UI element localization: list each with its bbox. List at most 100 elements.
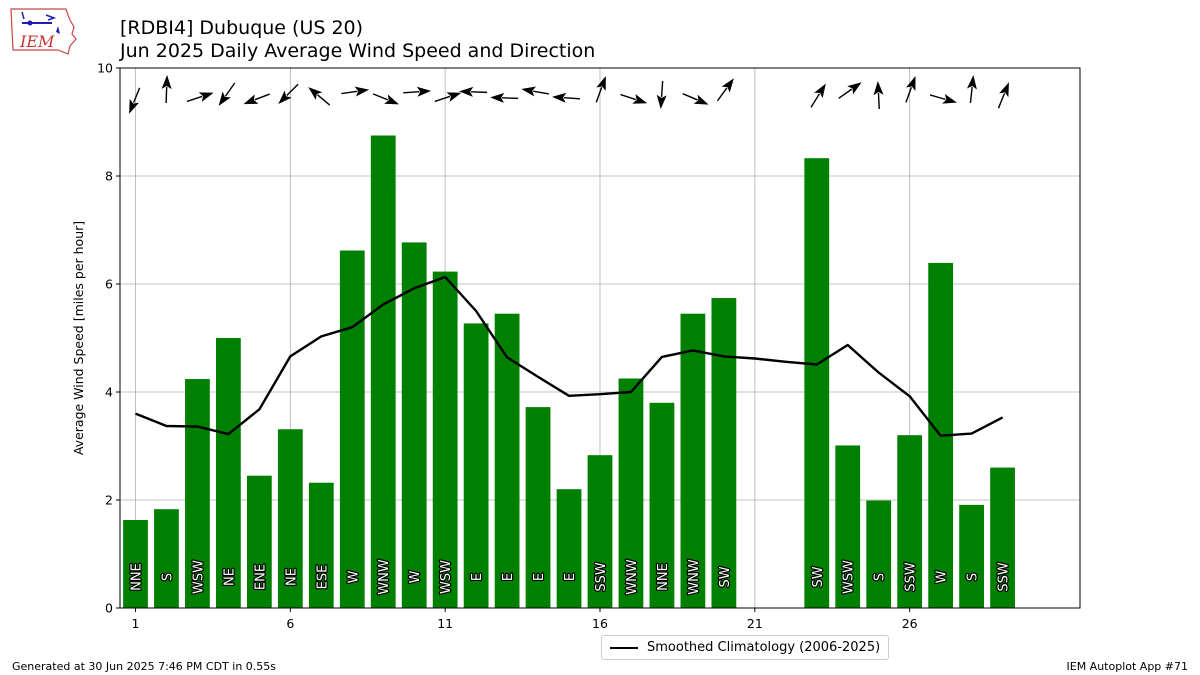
wind-arrow xyxy=(682,93,709,105)
wind-arrow-shaft xyxy=(165,86,168,104)
wind-arrow xyxy=(521,86,550,97)
x-tick-label: 21 xyxy=(747,616,763,631)
bar xyxy=(835,445,861,608)
x-tick-label: 6 xyxy=(286,616,294,631)
wind-arrow-head xyxy=(873,81,884,96)
wind-arrow-head xyxy=(847,82,862,95)
bar xyxy=(154,509,179,608)
wind-arrow-shaft xyxy=(254,93,270,101)
wind-arrow-shaft xyxy=(132,87,141,103)
bar xyxy=(556,489,582,608)
wind-arrow xyxy=(341,86,370,97)
wind-arrow-shaft xyxy=(620,93,636,101)
direction-label: SSW xyxy=(594,562,609,592)
wind-arrow xyxy=(595,76,606,103)
direction-label: NNE xyxy=(656,563,671,591)
chart-title: [RDBI4] Dubuque (US 20) xyxy=(120,17,364,39)
wind-arrow xyxy=(873,81,884,110)
bar xyxy=(401,242,427,609)
wind-arrow-shaft xyxy=(224,82,236,97)
bar xyxy=(897,435,923,608)
wind-arrow-head xyxy=(721,78,734,93)
wind-arrow-head xyxy=(999,82,1009,98)
wind-arrow-head xyxy=(416,86,432,97)
direction-label: NE xyxy=(222,568,237,586)
direction-label: WSW xyxy=(191,560,206,594)
wind-arrow-shaft xyxy=(929,94,946,101)
direction-label: E xyxy=(470,573,485,581)
direction-label: SW xyxy=(811,566,826,587)
bar xyxy=(216,338,241,608)
bar xyxy=(339,250,365,608)
wind-arrow-head xyxy=(693,94,709,105)
wind-direction-arrows xyxy=(129,75,1009,114)
bar xyxy=(123,519,148,608)
bar xyxy=(308,482,334,608)
wind-arrow-shaft xyxy=(969,86,973,104)
bar xyxy=(680,313,706,608)
wind-arrow xyxy=(403,86,432,97)
wind-arrow-head xyxy=(596,76,606,91)
wind-arrow xyxy=(434,92,462,103)
bar xyxy=(370,135,396,608)
direction-label: WNW xyxy=(625,559,640,595)
direction-label: S xyxy=(966,573,981,581)
wind-arrow-head xyxy=(129,98,140,114)
bar xyxy=(525,407,551,608)
direction-label: E xyxy=(563,573,578,581)
wind-arrow-shaft xyxy=(533,90,550,95)
direction-label: WSW xyxy=(842,560,857,594)
wind-arrow-head xyxy=(632,94,648,104)
wind-arrow-head xyxy=(354,86,370,97)
wind-arrow xyxy=(372,93,399,105)
direction-label: SSW xyxy=(997,562,1012,592)
wind-arrow-shaft xyxy=(660,80,664,98)
x-tick-label: 1 xyxy=(132,616,140,631)
wind-arrow xyxy=(620,93,648,104)
direction-label: W xyxy=(408,570,423,583)
logo-text: IEM xyxy=(19,32,55,51)
direction-label: SSW xyxy=(904,562,919,592)
x-tick-label: 11 xyxy=(437,616,453,631)
wind-arrow xyxy=(161,75,172,104)
wind-arrow-head xyxy=(966,75,977,90)
wind-arrow-shaft xyxy=(595,87,603,103)
wind-arrow xyxy=(997,82,1009,109)
legend-swatch xyxy=(610,646,638,649)
wind-arrow xyxy=(716,78,734,102)
wind-arrow-shaft xyxy=(434,95,451,103)
wind-arrow-head xyxy=(198,92,214,102)
wind-arrow-shaft xyxy=(502,97,519,100)
y-axis-label: Average Wind Speed [miles per hour] xyxy=(71,221,86,455)
bar xyxy=(959,504,984,608)
bar xyxy=(587,455,613,608)
direction-label: WNW xyxy=(377,559,392,595)
wind-arrow xyxy=(308,87,331,106)
app-credit: IEM Autoplot App #71 xyxy=(1066,660,1189,673)
wind-arrow-shaft xyxy=(682,93,698,101)
bar xyxy=(618,378,644,608)
legend: Smoothed Climatology (2006-2025) xyxy=(601,635,890,660)
wind-arrow-shaft xyxy=(286,83,299,97)
direction-label: ENE xyxy=(253,564,268,590)
wind-arrow xyxy=(129,87,141,114)
wind-arrow-head xyxy=(521,86,537,97)
direction-labels: NNE S WSW NE ENE NE ESE W WNW W WSW E E E E SSW WNW NNE WN… xyxy=(128,558,1012,596)
wind-arrow-head xyxy=(490,92,505,103)
wind-arrow-head xyxy=(218,91,231,106)
direction-label: W xyxy=(346,570,361,583)
wind-arrow-shaft xyxy=(317,94,331,106)
bar-series xyxy=(123,135,1015,609)
x-tick-label: 16 xyxy=(592,616,608,631)
climatology-line xyxy=(135,275,1004,437)
y-tick-label: 10 xyxy=(97,61,113,76)
bar xyxy=(711,298,737,608)
wind-arrow xyxy=(966,75,977,104)
wind-arrow xyxy=(929,94,957,104)
bar xyxy=(185,379,210,608)
bar xyxy=(277,429,303,608)
direction-label: W xyxy=(935,570,950,583)
wind-arrow-shaft xyxy=(905,87,913,103)
chart-subtitle: Jun 2025 Daily Average Wind Speed and Di… xyxy=(120,40,596,62)
